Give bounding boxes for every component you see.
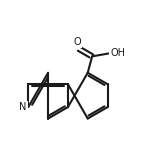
Text: O: O [74, 36, 81, 47]
Text: N: N [19, 102, 27, 112]
Text: OH: OH [111, 49, 125, 58]
